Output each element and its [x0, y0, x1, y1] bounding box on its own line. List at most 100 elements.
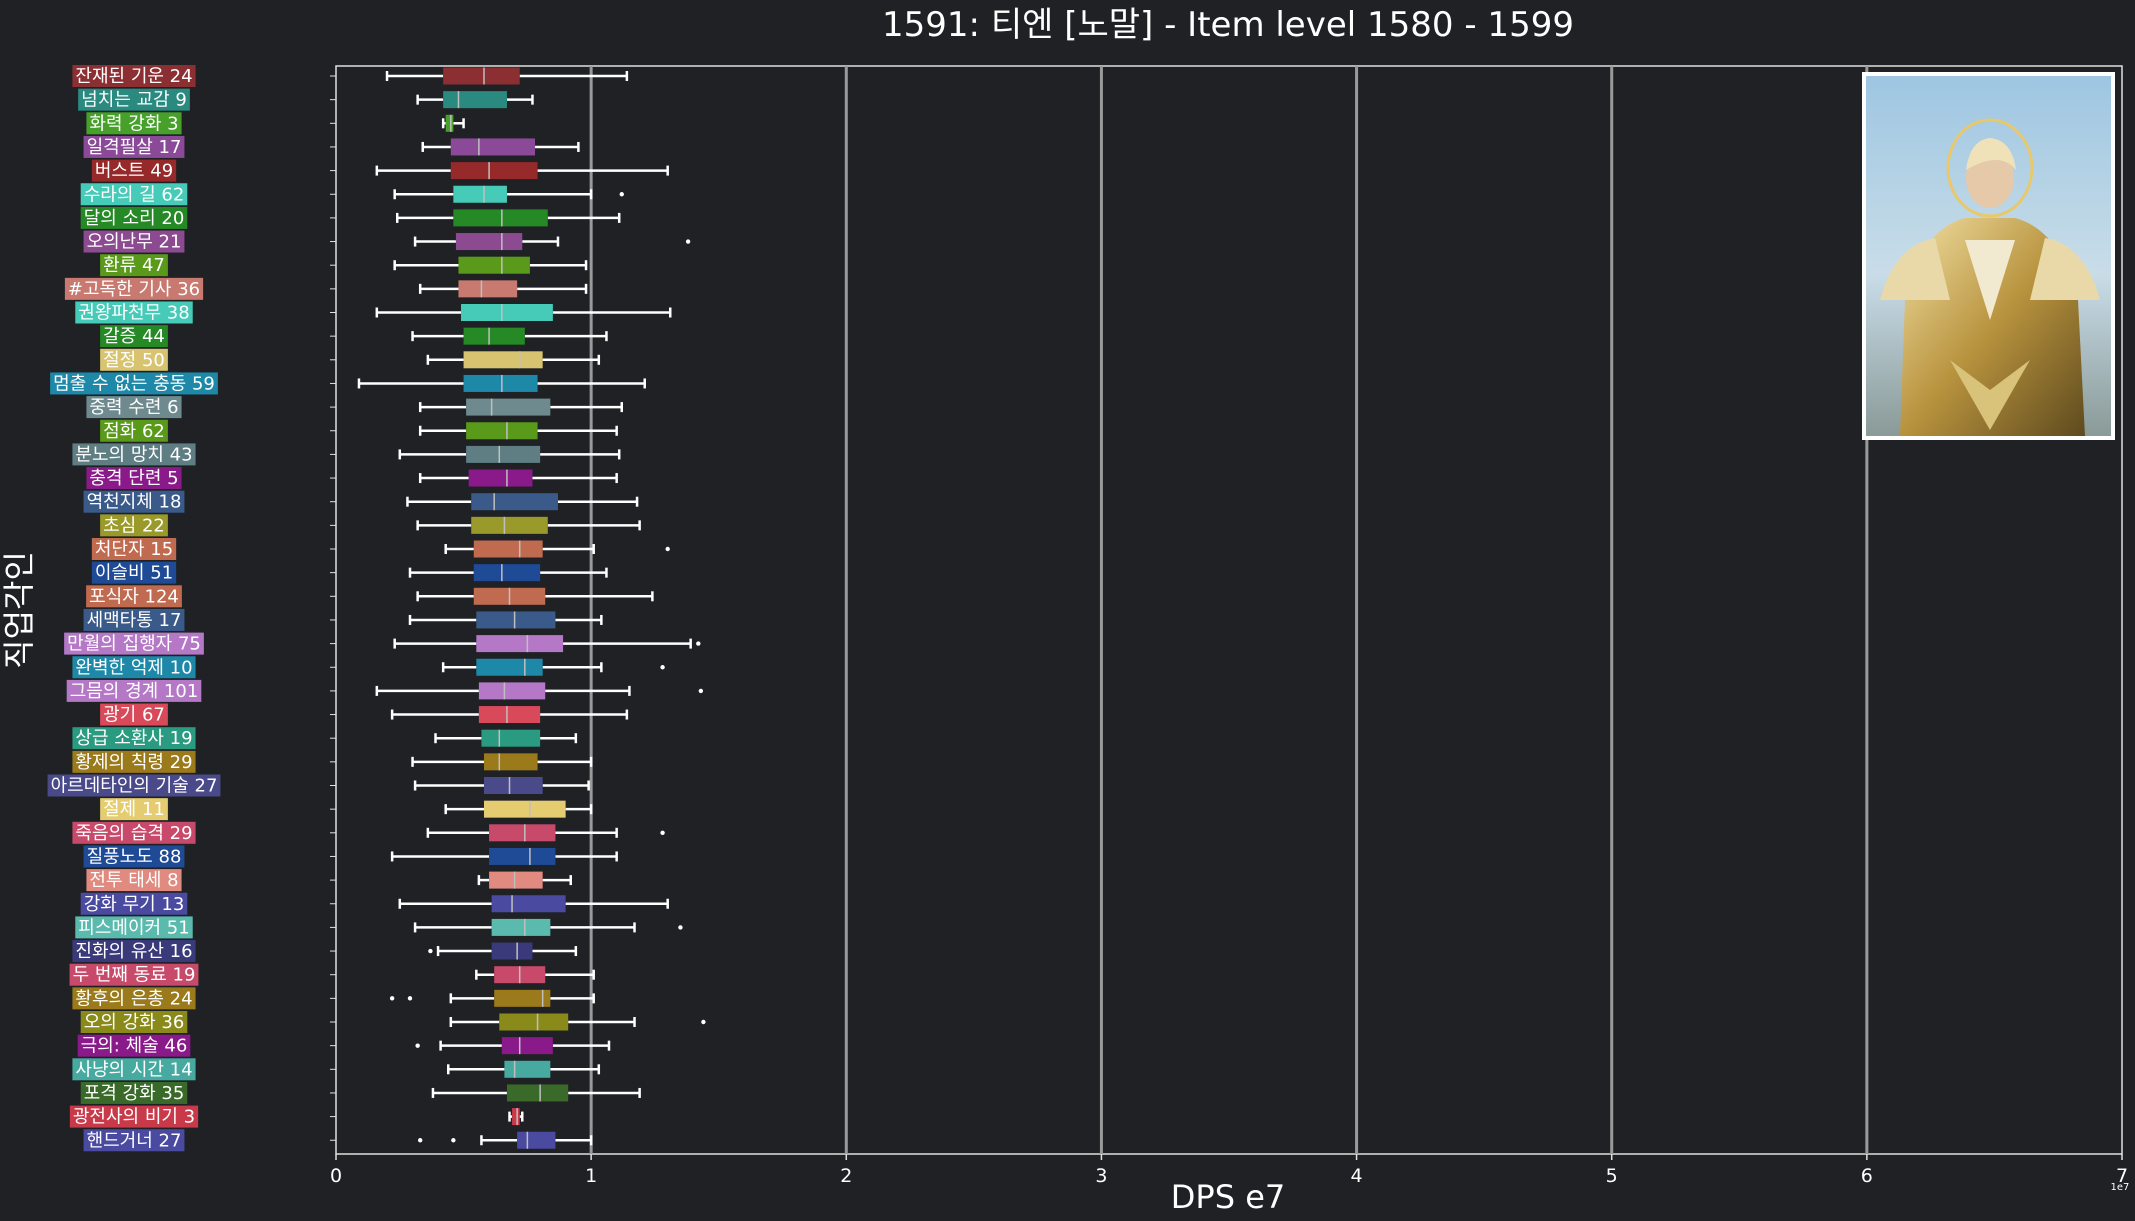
category-label-1: 넘치는 교감 9 — [78, 88, 190, 111]
category-label-44: 광전사의 비기 3 — [69, 1105, 199, 1128]
category-label-42: 사냥의 시간 14 — [72, 1058, 196, 1081]
category-label-bg — [91, 159, 177, 182]
outlier-point — [407, 996, 413, 1001]
category-label-text: 점화 62 — [103, 421, 165, 442]
category-label-12: 절정 50 — [100, 348, 168, 371]
iqr-box — [512, 1108, 520, 1126]
box-8 — [393, 256, 588, 274]
x-tick-label: 5 — [1606, 1165, 1618, 1187]
category-label-text: 아르데타인의 기술 27 — [51, 776, 218, 797]
category-label-3: 일격필살 17 — [83, 135, 185, 158]
box-16 — [398, 445, 621, 463]
category-label-bg — [50, 372, 218, 395]
category-label-bg — [86, 112, 182, 135]
iqr-box — [473, 564, 541, 582]
iqr-box — [517, 1131, 556, 1149]
outlier-point — [415, 1043, 420, 1048]
category-label-bg — [72, 65, 196, 87]
category-label-text: 잔재된 기운 24 — [75, 66, 192, 87]
category-label-31: 절제 11 — [100, 798, 168, 821]
category-label-text: 그믐의 경계 101 — [70, 681, 199, 702]
box-23 — [408, 611, 603, 629]
category-label-26: 그믐의 경계 101 — [66, 679, 202, 702]
category-label-text: 황제의 칙령 29 — [75, 752, 192, 773]
iqr-box — [453, 209, 548, 227]
category-label-bg — [66, 679, 202, 702]
box-6 — [395, 209, 621, 227]
category-label-text: 절제 11 — [103, 799, 165, 820]
category-label-bg — [72, 940, 196, 963]
iqr-box — [443, 91, 507, 109]
category-label-bg — [100, 703, 168, 726]
category-label-text: 초심 22 — [103, 515, 165, 536]
iqr-box — [483, 753, 538, 771]
category-label-bg — [78, 88, 190, 111]
category-label-21: 이슬비 51 — [91, 561, 177, 584]
iqr-box — [494, 989, 551, 1007]
category-label-15: 점화 62 — [100, 419, 168, 442]
box-37 — [428, 942, 578, 960]
box-31 — [444, 800, 593, 818]
category-label-bg — [83, 845, 185, 868]
category-label-bg — [64, 632, 204, 655]
box-2 — [441, 114, 465, 132]
box-34 — [477, 871, 572, 889]
box-15 — [418, 422, 618, 440]
category-label-bg — [100, 254, 168, 277]
outlier-point — [678, 925, 683, 930]
iqr-box — [466, 422, 538, 440]
category-label-32: 죽음의 습격 29 — [72, 821, 196, 844]
category-label-text: 사냥의 시간 14 — [75, 1059, 192, 1080]
category-label-7: 오의난무 21 — [83, 230, 185, 253]
category-label-bg — [80, 1011, 188, 1033]
category-label-text: 황후의 은총 24 — [75, 988, 192, 1009]
box-33 — [390, 847, 618, 865]
category-label-text: 핸드거너 27 — [87, 1130, 182, 1151]
category-label-bg — [77, 1034, 191, 1057]
category-label-text: 갈증 44 — [103, 326, 165, 347]
category-label-41: 극의: 체술 46 — [77, 1034, 191, 1057]
category-label-6: 달의 소리 20 — [80, 206, 188, 229]
category-label-text: 피스메이커 51 — [78, 917, 189, 938]
x-tick-label: 3 — [1095, 1165, 1107, 1187]
category-label-5: 수라의 길 62 — [80, 183, 188, 206]
category-label-11: 갈증 44 — [100, 325, 168, 348]
category-label-text: 진화의 유산 16 — [75, 941, 192, 962]
category-label-text: 만월의 집행자 75 — [67, 634, 201, 655]
category-label-bg — [80, 892, 188, 915]
iqr-box — [491, 895, 566, 913]
category-label-28: 상급 소환사 19 — [72, 727, 196, 750]
x-tick-label: 2 — [840, 1165, 852, 1187]
box-5 — [393, 185, 624, 203]
box-36 — [413, 918, 683, 936]
category-label-text: 넘치는 교감 9 — [81, 90, 187, 111]
category-label-13: 멈출 수 없는 충동 59 — [50, 372, 218, 395]
box-18 — [406, 493, 639, 511]
iqr-box — [466, 398, 551, 416]
category-label-16: 분노의 망치 43 — [72, 443, 196, 466]
category-label-bg — [83, 230, 185, 253]
iqr-box — [483, 800, 566, 818]
category-label-29: 황제의 칙령 29 — [72, 750, 196, 773]
category-label-text: 강화 무기 13 — [84, 894, 185, 915]
outlier-point — [619, 192, 624, 197]
outlier-point — [389, 996, 395, 1001]
category-label-text: 광기 67 — [103, 705, 165, 726]
box-28 — [434, 729, 578, 747]
box-38 — [475, 966, 595, 984]
category-label-17: 충격 단련 5 — [86, 467, 182, 490]
outlier-point — [701, 1019, 706, 1025]
box-40 — [449, 1013, 706, 1031]
category-label-bg — [83, 608, 185, 631]
box-44 — [508, 1108, 524, 1126]
category-label-bg — [100, 798, 168, 821]
box-41 — [415, 1037, 611, 1055]
box-27 — [390, 706, 629, 724]
category-label-0: 잔재된 기운 24 — [72, 65, 196, 87]
category-label-bg — [83, 490, 185, 513]
category-label-bg — [64, 277, 204, 300]
category-label-14: 중력 수련 6 — [86, 396, 182, 419]
category-label-22: 포식자 124 — [86, 585, 182, 608]
character-portrait-icon — [1862, 72, 2115, 440]
